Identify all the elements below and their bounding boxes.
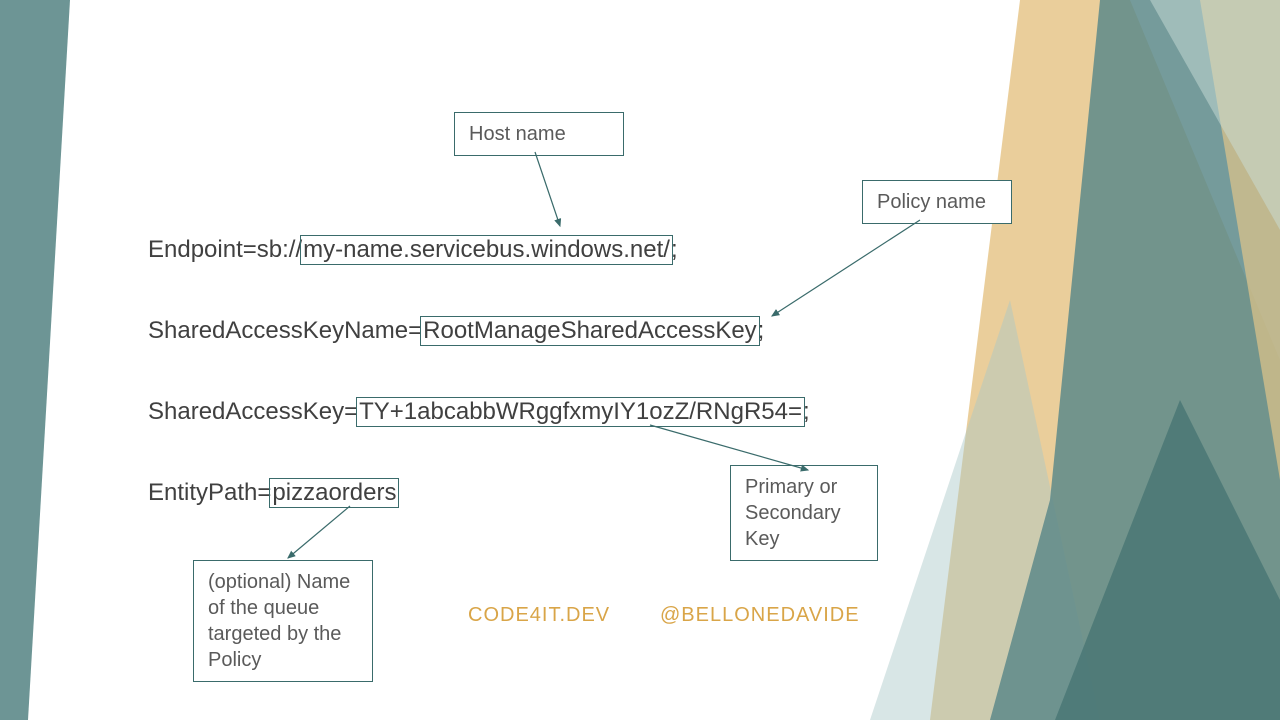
footer-site: CODE4IT.DEV [468,604,610,627]
annotation-arrow [772,220,920,316]
connection-string-line: SharedAccessKey=TY+1abcabbWRggfxmyIY1ozZ… [148,397,810,427]
conn-prefix: Endpoint=sb:// [148,236,302,263]
annotation-label: Primary or Secondary Key [730,465,878,561]
conn-suffix: ; [803,398,810,425]
conn-suffix: ; [758,317,765,344]
annotation-arrow [535,152,560,226]
content-area: Endpoint=sb://my-name.servicebus.windows… [0,0,1280,720]
conn-highlight-box: my-name.servicebus.windows.net/ [300,235,673,265]
conn-prefix: SharedAccessKeyName= [148,317,422,344]
conn-highlight-box: TY+1abcabbWRggfxmyIY1ozZ/RNgR54= [356,397,805,427]
conn-prefix: SharedAccessKey= [148,398,358,425]
conn-suffix: ; [671,236,678,263]
annotation-arrow [650,425,808,470]
conn-prefix: EntityPath= [148,479,271,506]
footer-handle: @BELLONEDAVIDE [660,604,860,627]
annotation-arrow [288,506,350,558]
connection-string-line: SharedAccessKeyName=RootManageSharedAcce… [148,316,764,346]
conn-highlight-box: RootManageSharedAccessKey [420,316,760,346]
slide-canvas: Endpoint=sb://my-name.servicebus.windows… [0,0,1280,720]
annotation-label: Policy name [862,180,1012,224]
annotation-label: (optional) Name of the queue targeted by… [193,560,373,682]
connection-string-line: EntityPath=pizzaorders [148,478,397,508]
connection-string-line: Endpoint=sb://my-name.servicebus.windows… [148,235,678,265]
conn-highlight-box: pizzaorders [269,478,399,508]
arrow-layer [0,0,1280,720]
annotation-label: Host name [454,112,624,156]
